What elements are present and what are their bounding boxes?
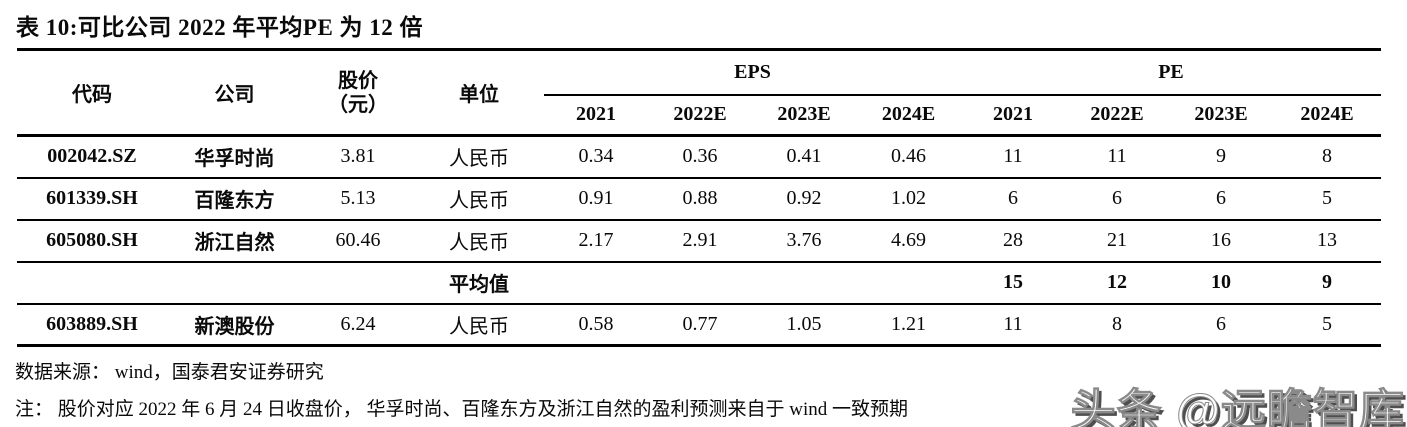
cell-eps-2023e	[752, 261, 856, 305]
header-code: 代码	[17, 49, 167, 137]
cell-pe-2024e: 5	[1273, 177, 1381, 221]
cell-price	[302, 261, 414, 305]
cell-pe-2023e: 10	[1169, 261, 1273, 305]
cell-pe-2022e: 6	[1065, 177, 1169, 221]
cell-eps-2022e: 0.88	[648, 177, 752, 221]
table-row: 601339.SH 百隆东方 5.13 人民币 0.91 0.88 0.92 1.02 6 6 6 5	[17, 177, 1381, 221]
header-price-line2: （元）	[328, 93, 388, 116]
cell-eps-2024e: 1.02	[856, 177, 961, 221]
cell-eps-2024e: 4.69	[856, 219, 961, 263]
cell-code	[17, 261, 167, 305]
cell-pe-2021: 11	[961, 135, 1065, 179]
cell-eps-2021: 0.91	[544, 177, 648, 221]
cell-code: 601339.SH	[17, 177, 167, 221]
watermark-text: 头条 @远瞻智库	[1070, 385, 1405, 427]
table-body: 002042.SZ 华孚时尚 3.81 人民币 0.34 0.36 0.41 0.46 11 11…	[17, 135, 1381, 347]
cell-pe-2023e: 6	[1169, 303, 1273, 347]
header-eps-2021: 2021	[544, 94, 648, 137]
cell-eps-2021: 0.58	[544, 303, 648, 347]
table-row: 603889.SH 新澳股份 6.24 人民币 0.58 0.77 1.05 1.21 11 8 6…	[17, 303, 1381, 347]
header-group-row: 代码 公司 股价 （元） 单位 EPS PE	[17, 49, 1381, 137]
cell-pe-2023e: 16	[1169, 219, 1273, 263]
cell-eps-2024e: 0.46	[856, 135, 961, 179]
cell-pe-2022e: 12	[1065, 261, 1169, 305]
cell-code: 605080.SH	[17, 219, 167, 263]
header-pe-group: PE	[961, 49, 1381, 96]
cell-eps-2021: 0.34	[544, 135, 648, 179]
cell-pe-2024e: 13	[1273, 219, 1381, 263]
header-company: 公司	[167, 49, 302, 137]
header-eps-2024e: 2024E	[856, 94, 961, 137]
cell-eps-2024e: 1.21	[856, 303, 961, 347]
header-price-line1: 股价	[338, 69, 378, 92]
header-unit: 单位	[414, 49, 544, 137]
comparable-companies-table: 代码 公司 股价 （元） 单位 EPS PE 2021 2022E 2023E …	[17, 48, 1381, 347]
cell-pe-2022e: 21	[1065, 219, 1169, 263]
cell-price: 5.13	[302, 177, 414, 221]
cell-pe-2021: 11	[961, 303, 1065, 347]
cell-company: 浙江自然	[167, 219, 302, 263]
header-eps-2023e: 2023E	[752, 94, 856, 137]
cell-eps-2023e: 0.41	[752, 135, 856, 179]
table-row: 605080.SH 浙江自然 60.46 人民币 2.17 2.91 3.76 4.69 28 2…	[17, 219, 1381, 263]
header-eps-group: EPS	[544, 49, 961, 96]
cell-eps-2024e	[856, 261, 961, 305]
cell-unit: 人民币	[414, 135, 544, 179]
cell-eps-2023e: 0.92	[752, 177, 856, 221]
cell-unit: 人民币	[414, 303, 544, 347]
header-pe-2024e: 2024E	[1273, 94, 1381, 137]
cell-pe-2024e: 5	[1273, 303, 1381, 347]
cell-eps-2022e	[648, 261, 752, 305]
cell-company	[167, 261, 302, 305]
header-year-row: 2021 2022E 2023E 2024E 2021 2022E 2023E …	[17, 94, 1381, 137]
table-row: 002042.SZ 华孚时尚 3.81 人民币 0.34 0.36 0.41 0.46 11 11…	[17, 135, 1381, 179]
cell-pe-2021: 6	[961, 177, 1065, 221]
cell-company: 百隆东方	[167, 177, 302, 221]
cell-price: 3.81	[302, 135, 414, 179]
cell-pe-2021: 15	[961, 261, 1065, 305]
header-pe-2022e: 2022E	[1065, 94, 1169, 137]
cell-price: 6.24	[302, 303, 414, 347]
header-pe-2023e: 2023E	[1169, 94, 1273, 137]
cell-eps-2022e: 0.77	[648, 303, 752, 347]
cell-company: 华孚时尚	[167, 135, 302, 179]
cell-pe-2021: 28	[961, 219, 1065, 263]
cell-price: 60.46	[302, 219, 414, 263]
cell-pe-2023e: 9	[1169, 135, 1273, 179]
cell-pe-2023e: 6	[1169, 177, 1273, 221]
cell-pe-2024e: 9	[1273, 261, 1381, 305]
cell-eps-2023e: 1.05	[752, 303, 856, 347]
cell-company: 新澳股份	[167, 303, 302, 347]
cell-eps-2023e: 3.76	[752, 219, 856, 263]
average-row: 平均值 15 12 10 9	[17, 261, 1381, 305]
cell-pe-2022e: 8	[1065, 303, 1169, 347]
footnote-text: 注： 股价对应 2022 年 6 月 24 日收盘价， 华孚时尚、百隆东方及浙江…	[15, 399, 909, 420]
header-pe-2021: 2021	[961, 94, 1065, 137]
table-title: 表 10:可比公司 2022 年平均PE 为 12 倍	[16, 15, 424, 40]
cell-eps-2021: 2.17	[544, 219, 648, 263]
data-source-text: 数据来源： wind，国泰君安证券研究	[15, 362, 324, 383]
cell-unit: 人民币	[414, 219, 544, 263]
cell-unit: 平均值	[414, 261, 544, 305]
cell-eps-2022e: 0.36	[648, 135, 752, 179]
cell-pe-2024e: 8	[1273, 135, 1381, 179]
cell-eps-2021	[544, 261, 648, 305]
cell-pe-2022e: 11	[1065, 135, 1169, 179]
header-eps-2022e: 2022E	[648, 94, 752, 137]
header-price: 股价 （元）	[302, 49, 414, 137]
cell-unit: 人民币	[414, 177, 544, 221]
cell-code: 603889.SH	[17, 303, 167, 347]
cell-code: 002042.SZ	[17, 135, 167, 179]
cell-eps-2022e: 2.91	[648, 219, 752, 263]
